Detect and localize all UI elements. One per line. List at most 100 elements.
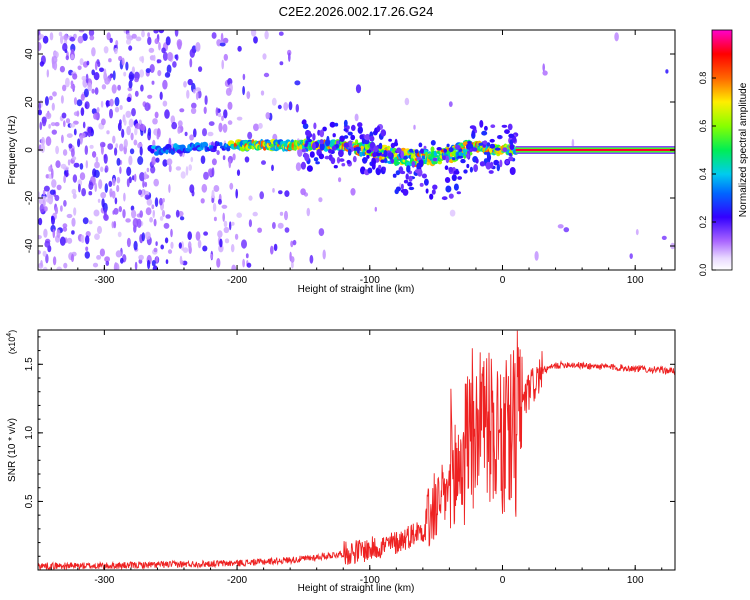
heatmap-cell — [246, 91, 251, 100]
heatmap-cell — [291, 261, 294, 269]
heatmap-cell — [404, 97, 410, 106]
heatmap-cell — [109, 108, 113, 119]
heatmap-cell — [319, 139, 324, 145]
heatmap-cell — [153, 218, 157, 227]
heatmap-cell — [339, 158, 345, 162]
heatmap-cell — [112, 70, 116, 81]
heatmap-cell — [467, 143, 474, 151]
heatmap-cell — [43, 206, 48, 212]
heatmap-cell — [242, 73, 246, 81]
heatmap-cell — [40, 260, 43, 267]
heatmap-cell — [112, 177, 116, 187]
heatmap-cell — [306, 207, 311, 217]
heatmap-cell — [222, 155, 226, 161]
heatmap-cell — [403, 179, 409, 184]
heatmap-cell — [278, 190, 283, 195]
heatmap-cell — [231, 221, 235, 226]
heatmap-cell — [432, 157, 438, 162]
spectrogram-xtick-label: 0 — [500, 275, 506, 286]
heatmap-cell — [223, 53, 228, 61]
heatmap-cell — [294, 80, 301, 86]
heatmap-cell — [101, 118, 106, 126]
heatmap-cell — [336, 140, 340, 145]
heatmap-cell — [141, 232, 145, 242]
heatmap-cell — [261, 160, 266, 165]
heatmap-cell — [45, 136, 52, 147]
heatmap-cell — [301, 148, 307, 153]
heatmap-cell — [394, 152, 398, 158]
heatmap-cell — [107, 143, 114, 150]
heatmap-cell — [489, 161, 494, 169]
heatmap-cell — [210, 253, 213, 259]
heatmap-cell — [366, 154, 370, 159]
heatmap-cell — [184, 131, 188, 137]
heatmap-cell — [283, 102, 289, 111]
heatmap-cell — [125, 61, 129, 71]
heatmap-cell — [242, 258, 246, 268]
heatmap-cell — [407, 181, 413, 187]
heatmap-cell — [154, 38, 159, 45]
heatmap-cell — [94, 182, 97, 192]
heatmap-cell — [488, 170, 494, 174]
heatmap-cell — [445, 155, 450, 164]
heatmap-cell — [187, 78, 193, 86]
heatmap-cell — [211, 197, 215, 204]
heatmap-cell — [154, 111, 159, 119]
heatmap-cell — [369, 135, 375, 142]
heatmap-cell — [105, 100, 111, 107]
heatmap-cell — [330, 157, 336, 165]
heatmap-cell — [48, 124, 51, 129]
heatmap-cell — [221, 115, 224, 122]
heatmap-cell — [39, 61, 45, 67]
heatmap-cell — [70, 253, 75, 263]
heatmap-cell — [38, 250, 41, 255]
heatmap-cell — [346, 159, 351, 164]
heatmap-cell — [505, 159, 510, 165]
heatmap-cell — [302, 123, 309, 130]
heatmap-cell — [446, 143, 450, 148]
heatmap-cell — [178, 242, 182, 249]
heatmap-cell — [332, 133, 336, 138]
heatmap-cell — [51, 179, 57, 188]
heatmap-cell — [119, 119, 122, 126]
heatmap-cell — [91, 69, 95, 76]
heatmap-cell — [329, 121, 336, 128]
heatmap-cell — [343, 142, 350, 148]
heatmap-cell — [245, 253, 249, 259]
heatmap-cell — [189, 184, 195, 194]
heatmap-cell — [408, 186, 415, 191]
heatmap-cell — [485, 161, 492, 170]
heatmap-cell — [133, 173, 137, 182]
heatmap-cell — [60, 163, 67, 169]
heatmap-cell — [38, 34, 45, 39]
heatmap-cell — [111, 221, 115, 229]
heatmap-cell — [400, 150, 405, 159]
heatmap-cell — [445, 185, 452, 193]
heatmap-cell — [175, 209, 180, 218]
spectrogram-xtick-label: 100 — [627, 275, 644, 286]
heatmap-cell — [203, 106, 207, 115]
heatmap-cell — [312, 142, 316, 151]
heatmap-cell — [200, 198, 205, 204]
heatmap-cell — [71, 188, 77, 195]
heatmap-cell — [394, 161, 401, 165]
heatmap-cell — [61, 134, 64, 144]
heatmap-cell — [76, 110, 80, 117]
heatmap-cell — [213, 216, 217, 222]
heatmap-cell — [38, 217, 43, 226]
colorbar-tick-label: 0.2 — [698, 216, 708, 229]
heatmap-cell — [158, 42, 161, 51]
heatmap-cell — [71, 156, 77, 161]
heatmap-cell — [117, 231, 122, 238]
heatmap-cell — [271, 97, 277, 106]
heatmap-cell — [290, 240, 294, 248]
heatmap-cell — [145, 231, 151, 240]
heatmap-cell — [542, 70, 548, 76]
heatmap-cell — [60, 95, 64, 104]
heatmap-cell — [457, 155, 464, 159]
heatmap-cell — [392, 173, 397, 178]
heatmap-cell — [161, 210, 166, 217]
heatmap-cell — [116, 157, 121, 166]
snr-xtick-label: -200 — [227, 575, 247, 586]
heatmap-cell — [222, 212, 225, 222]
